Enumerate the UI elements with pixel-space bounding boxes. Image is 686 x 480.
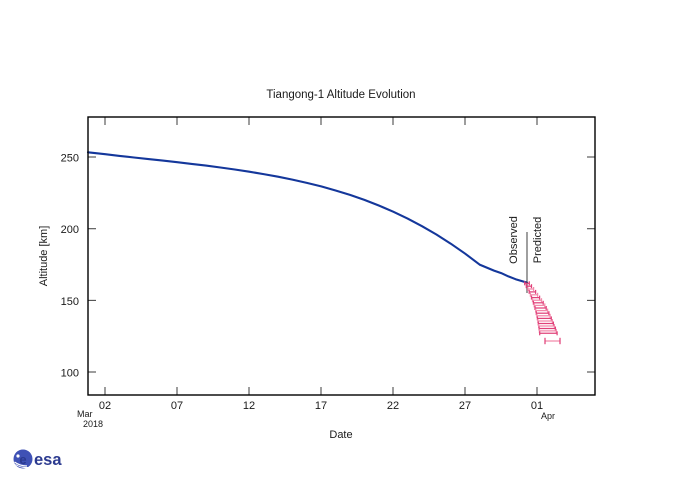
x-tick-label-22: 22 (387, 400, 399, 412)
x-tick-label-17: 17 (315, 400, 327, 412)
error-bar (530, 295, 541, 300)
y-tick-label-200: 200 (61, 224, 79, 236)
y-axis-label: Altitude [km] (38, 226, 50, 287)
esa-logo: e esa (13, 449, 62, 469)
x-axis-month-start: Mar (77, 409, 93, 419)
error-bar (531, 298, 543, 303)
plot-background (88, 117, 595, 395)
chart-title: Tiangong-1 Altitude Evolution (266, 89, 415, 101)
error-bar (539, 331, 558, 336)
x-tick-label-07: 07 (171, 400, 183, 412)
error-bar (532, 300, 544, 305)
error-bar (528, 289, 537, 294)
y-tick-label-150: 150 (61, 296, 79, 308)
error-bar (529, 292, 539, 297)
predicted-error-bars (524, 281, 561, 345)
error-bar (525, 284, 533, 289)
annotation-predicted: Predicted (532, 217, 544, 263)
annotation-observed: Observed (508, 216, 520, 264)
y-tick-label-100: 100 (61, 368, 79, 380)
x-axis-year-start: 2018 (83, 419, 103, 429)
esa-emblem-icon: e (13, 449, 33, 469)
svg-text:e: e (19, 452, 26, 467)
x-axis-ticks: 02 07 12 17 22 27 01 Mar 2018 Apr (77, 117, 555, 429)
error-bar (527, 287, 535, 291)
error-bar (524, 281, 530, 286)
error-bar (534, 306, 547, 310)
y-tick-label-250: 250 (61, 153, 79, 165)
plot-frame (87, 116, 596, 396)
y-axis-ticks: 250 200 150 100 (61, 153, 595, 380)
observed-altitude-curve (86, 151, 529, 284)
x-tick-label-02: 02 (99, 400, 111, 412)
x-tick-label-01: 01 (531, 400, 543, 412)
x-axis-month-end: Apr (541, 411, 555, 421)
x-axis-label: Date (329, 429, 352, 441)
esa-logo-text: esa (34, 451, 62, 469)
error-bar (533, 303, 546, 308)
x-tick-label-27: 27 (459, 400, 471, 412)
x-tick-label-12: 12 (243, 400, 255, 412)
error-bar-final (544, 337, 561, 345)
